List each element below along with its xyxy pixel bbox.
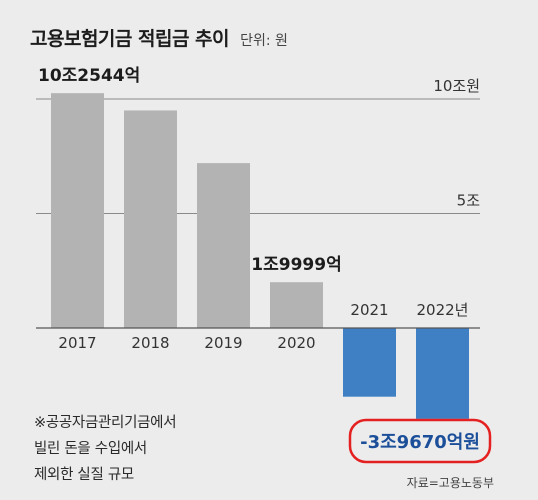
highlight-circle [348,418,492,464]
y-tick-label: 10조원 [433,77,480,95]
y-tick-label: 5조 [457,192,481,210]
x-tick-label: 2018 [131,334,169,352]
footnote-line: 제외한 실질 규모 [34,467,134,483]
footnote-line: 빌린 돈을 수입에서 [34,441,147,457]
unit-label: 단위: 원 [240,33,288,49]
data-label: 1조9999억 [251,255,341,275]
chart-title: 고용보험기금 적립금 추이 [30,28,230,50]
x-tick-label: 2021 [350,301,388,319]
bar [124,110,177,328]
x-tick-label: 2017 [58,334,96,352]
bar [270,282,323,328]
bar [416,328,469,419]
x-tick-label: 2019 [204,334,242,352]
footnote-line: ※공공자금관리기금에서 [34,415,177,431]
footnote: ※공공자금관리기금에서 빌린 돈을 수입에서 제외한 실질 규모 [34,410,177,488]
bar [197,163,250,328]
data-label: -3조9670억원 [360,432,480,453]
x-tick-label: 2020 [277,334,315,352]
bar [51,93,104,328]
data-label: 10조2544억 [38,66,140,86]
bar [343,328,396,397]
header: 고용보험기금 적립금 추이 단위: 원 [30,24,288,51]
x-tick-label: 2022년 [417,301,469,319]
source-label: 자료=고용노동부 [406,476,494,490]
